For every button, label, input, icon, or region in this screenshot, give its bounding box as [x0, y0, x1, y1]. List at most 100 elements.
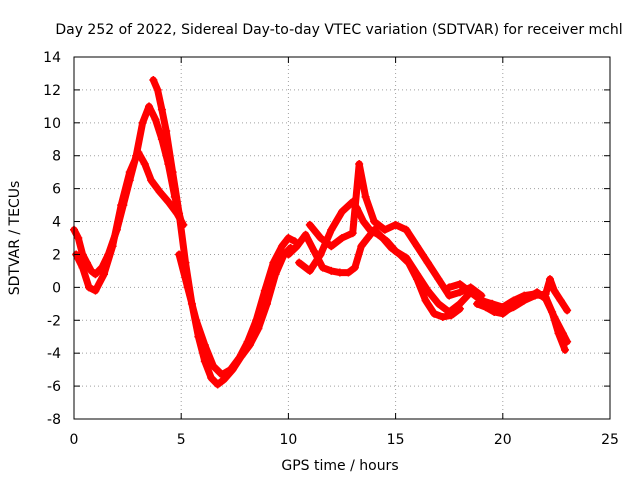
data-point: [550, 286, 559, 295]
data-point: [344, 268, 353, 277]
data-point: [423, 286, 432, 295]
data-point: [335, 268, 344, 277]
data-point: [560, 345, 569, 354]
data-point: [374, 230, 383, 239]
data-point: [413, 242, 422, 251]
x-axis-label: GPS time / hours: [281, 458, 398, 474]
data-point: [164, 197, 173, 206]
data-point: [147, 176, 156, 185]
data-point: [140, 159, 149, 168]
data-point: [305, 220, 314, 229]
series-3: [175, 234, 299, 379]
data-point: [355, 159, 364, 168]
data-point: [430, 309, 439, 318]
x-tick-label: 5: [177, 432, 186, 448]
data-point: [200, 357, 209, 366]
x-tick-label: 20: [494, 432, 512, 448]
data-point: [445, 291, 454, 300]
data-point: [380, 225, 389, 234]
data-point: [87, 266, 96, 275]
data-point: [284, 250, 293, 259]
x-tick-label: 15: [387, 432, 405, 448]
plot-frame: [73, 56, 611, 420]
y-tick-label: 6: [52, 182, 61, 198]
data-point: [74, 234, 83, 242]
data-point: [310, 247, 319, 256]
data-point: [545, 275, 554, 284]
data-point: [269, 258, 278, 267]
data-point: [421, 296, 430, 305]
data-point: [327, 266, 336, 275]
data-point: [530, 291, 539, 300]
y-tick-label: 8: [52, 149, 61, 165]
data-point: [175, 209, 184, 218]
data-point: [563, 337, 572, 346]
chart-title: Day 252 of 2022, Sidereal Day-to-day VTE…: [55, 22, 622, 38]
data-point: [383, 237, 392, 246]
data-point: [117, 201, 126, 210]
data-point: [91, 270, 100, 279]
x-tick-label: 10: [279, 432, 297, 448]
data-point: [213, 380, 222, 389]
data-point: [183, 283, 192, 292]
y-tick-label: 0: [52, 280, 61, 296]
data-point: [134, 148, 143, 157]
data-point: [91, 286, 100, 295]
y-tick-label: -6: [47, 379, 61, 395]
data-point: [162, 127, 171, 136]
y-tick-label: -8: [47, 412, 61, 428]
data-point: [151, 115, 160, 124]
data-point: [338, 234, 346, 242]
data-point: [413, 270, 422, 279]
data-point: [558, 329, 567, 338]
data-point: [481, 303, 490, 312]
data-point: [192, 316, 201, 325]
data-point: [157, 105, 166, 114]
data-point: [168, 168, 177, 177]
data-point: [365, 225, 374, 234]
data-point: [82, 258, 91, 267]
data-point: [252, 316, 261, 325]
y-tick-label: 12: [43, 83, 61, 99]
data-point: [455, 299, 464, 308]
data-point: [348, 229, 357, 238]
data-point: [200, 340, 209, 349]
data-point: [295, 258, 304, 267]
data-point: [438, 312, 447, 321]
data-point: [391, 247, 400, 256]
y-tick-label: -4: [47, 346, 61, 362]
grid-layer: [74, 57, 610, 419]
y-tick-label: -2: [47, 313, 61, 329]
data-point: [363, 234, 372, 242]
data-point: [138, 118, 147, 127]
data-point: [455, 288, 464, 297]
data-point: [85, 283, 94, 292]
data-point: [402, 225, 411, 234]
data-point: [445, 308, 454, 317]
data-point: [327, 225, 336, 234]
data-point: [155, 187, 164, 196]
data-point: [350, 263, 359, 272]
data-point: [338, 207, 346, 216]
data-point: [509, 303, 518, 312]
x-tick-label: 25: [601, 432, 619, 448]
data-point: [243, 337, 252, 346]
data-point: [455, 280, 464, 289]
data-point: [445, 283, 454, 292]
data-point: [226, 365, 235, 374]
data-point: [207, 373, 216, 382]
data-point: [327, 242, 336, 251]
data-point: [498, 308, 507, 317]
y-tick-label: 14: [43, 50, 61, 66]
data-point: [520, 296, 529, 305]
x-tick-label: 0: [70, 432, 79, 448]
data-point: [434, 275, 443, 284]
data-point: [318, 263, 327, 272]
data-point: [316, 250, 325, 259]
data-point: [175, 250, 184, 259]
y-tick-label: 2: [52, 247, 61, 263]
y-tick-label: 4: [52, 215, 61, 231]
data-point: [301, 230, 310, 239]
data-point: [488, 299, 497, 308]
series-6: [305, 159, 486, 300]
